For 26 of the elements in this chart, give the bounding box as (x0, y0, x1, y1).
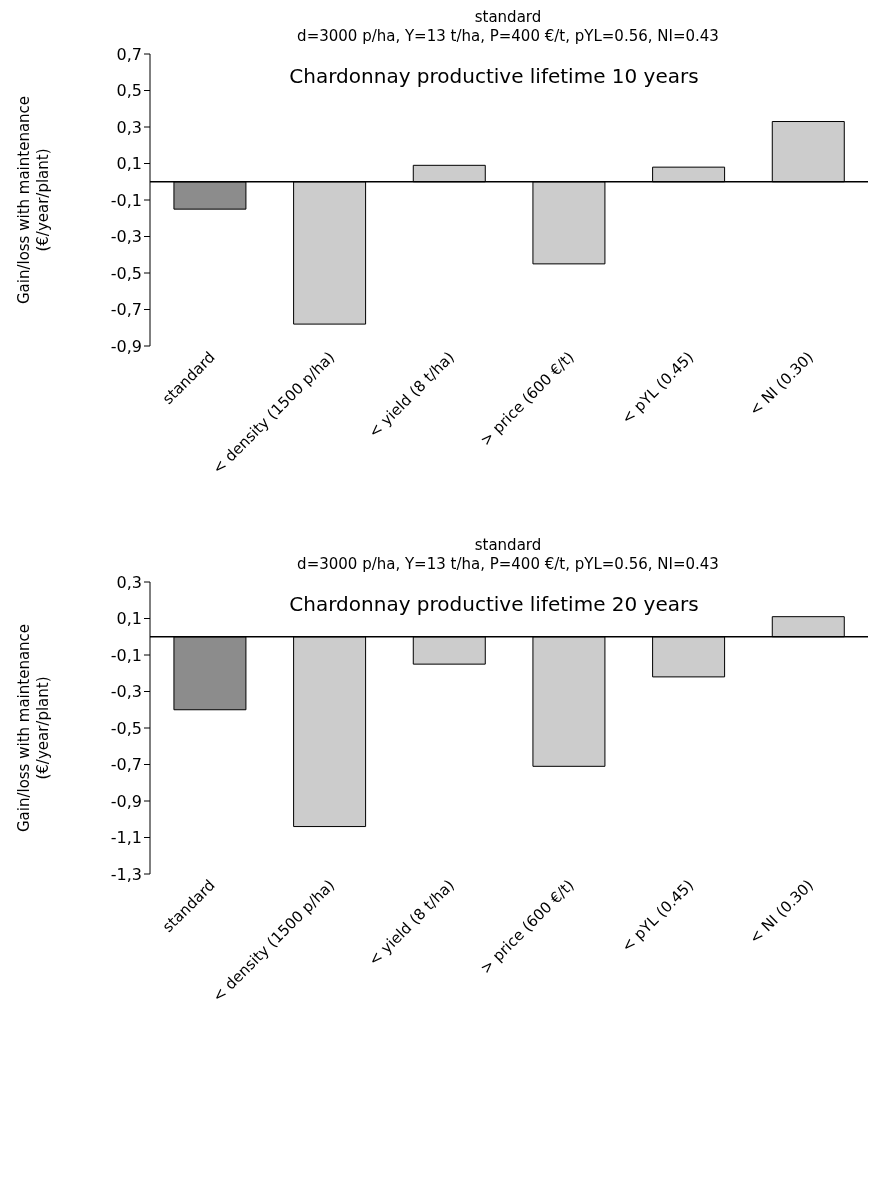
y-tick-label: -0,1 (110, 645, 142, 665)
y-tick-label: -0,3 (110, 227, 142, 247)
y-axis-title: Gain/loss with maintenance (€/year/plant) (15, 623, 53, 833)
y-tick-label: -0,1 (110, 190, 142, 210)
chart-title: standard (473, 8, 543, 27)
y-tick-label: -1,3 (110, 864, 142, 884)
annotation: Chardonnay productive lifetime 20 years (289, 592, 699, 616)
y-tick-label: -0,5 (110, 263, 142, 283)
y-tick-label: -0,7 (110, 755, 142, 775)
annotation: Chardonnay productive lifetime 10 years (289, 64, 699, 88)
y-tick-label: -1,1 (110, 828, 142, 848)
y-tick-label: -0,9 (110, 791, 142, 811)
y-tick-label: 0,1 (116, 609, 142, 629)
y-tick-label: 0,3 (116, 572, 142, 592)
y-tick-label: 0,1 (116, 154, 142, 174)
y-tick-label: -0,5 (110, 718, 142, 738)
y-tick-label: 0,7 (116, 44, 142, 64)
y-tick-label: -0,3 (110, 682, 142, 702)
chart-title: standard (473, 536, 543, 555)
y-tick-label: 0,3 (116, 117, 142, 137)
chart-subtitle: d=3000 p/ha, Y=13 t/ha, P=400 €/t, pYL=0.56, NI=0.43 (296, 27, 720, 46)
y-tick-label: 0,5 (116, 81, 142, 101)
y-tick-label: -0,7 (110, 300, 142, 320)
chart-subtitle: d=3000 p/ha, Y=13 t/ha, P=400 €/t, pYL=0.56, NI=0.43 (296, 555, 720, 574)
y-tick-label: -0,9 (110, 336, 142, 356)
y-axis-title: Gain/loss with maintenance (€/year/plant) (15, 95, 53, 305)
